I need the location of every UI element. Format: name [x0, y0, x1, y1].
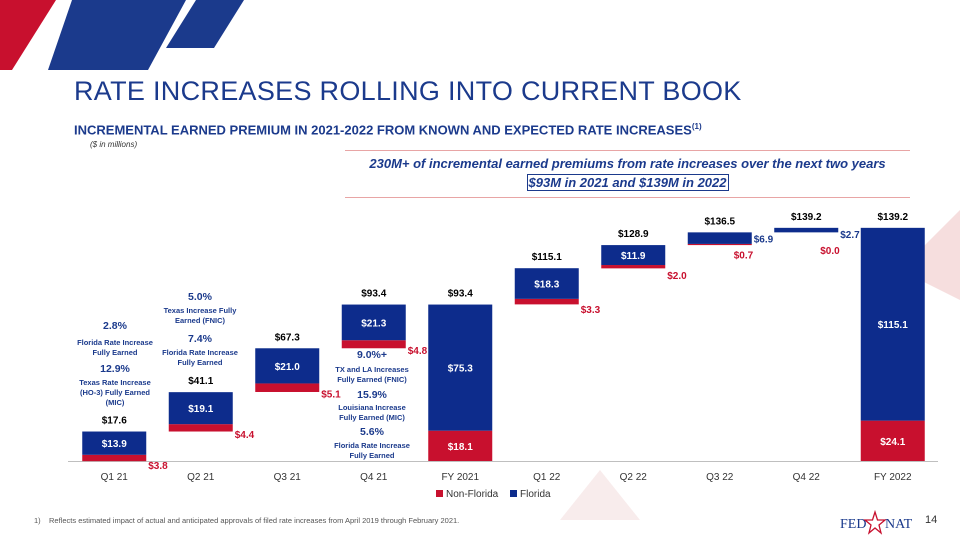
- callout-box: 230M+ of incremental earned premiums fro…: [345, 150, 910, 198]
- total-label-1: $17.6: [102, 416, 127, 427]
- bar-florida-8: [687, 232, 752, 244]
- label-florida-8: $6.9: [754, 234, 774, 245]
- annotation-q2-tx-pct: 5.0%: [188, 291, 212, 303]
- label-florida-10: $115.1: [878, 320, 908, 331]
- total-label-6: $115.1: [532, 252, 562, 263]
- total-label-2: $41.1: [188, 376, 213, 387]
- bar-florida-7: [601, 245, 666, 266]
- legend-label-florida: Florida: [520, 489, 551, 500]
- category-label-1: Q1 21: [101, 472, 129, 483]
- annotation-q4-la-desc: Louisiana Increase Fully Earned (MIC): [338, 403, 406, 422]
- label-non-florida-4: $4.8: [408, 346, 428, 357]
- label-non-florida-7: $2.0: [667, 271, 687, 282]
- bar-florida-2: [168, 392, 233, 425]
- category-label-10: FY 2022: [874, 472, 912, 483]
- footnote-text: Reflects estimated impact of actual and …: [49, 516, 460, 525]
- units-note: ($ in millions): [90, 140, 138, 149]
- star-icon: [863, 509, 887, 535]
- header-blue-stripe-1: [48, 0, 186, 70]
- logo-text-left: FED: [840, 517, 866, 532]
- subtitle-text: INCREMENTAL EARNED PREMIUM IN 2021-2022 …: [74, 122, 692, 138]
- category-label-7: Q2 22: [620, 472, 648, 483]
- callout-line-2: $93M in 2021 and $139M in 2022: [526, 174, 729, 191]
- page-number: 14: [925, 514, 938, 526]
- category-label-9: Q4 22: [793, 472, 821, 483]
- bar-non-florida-2: [168, 424, 233, 432]
- label-non-florida-2: $4.4: [235, 430, 255, 441]
- category-label-4: Q4 21: [360, 472, 388, 483]
- callout-line-1: 230M+ of incremental earned premiums fro…: [369, 156, 886, 171]
- bar-non-florida-6: [514, 298, 579, 305]
- bar-florida-1: [82, 431, 147, 455]
- bar-florida-5: [428, 304, 493, 431]
- bar-non-florida-5: [428, 430, 493, 461]
- label-florida-2: $19.1: [188, 404, 213, 415]
- category-label-6: Q1 22: [533, 472, 561, 483]
- annotation-q1-fl-pct: 2.8%: [103, 320, 127, 332]
- header-blue-stripe-2: [166, 0, 244, 48]
- category-label-8: Q3 22: [706, 472, 734, 483]
- label-florida-1: $13.9: [102, 439, 127, 450]
- annotation-q2-fl-pct: 7.4%: [188, 333, 212, 345]
- bar-non-florida-8: [687, 243, 752, 246]
- total-label-7: $128.9: [618, 229, 649, 240]
- total-label-9: $139.2: [791, 212, 822, 223]
- footnote: 1) Reflects estimated impact of actual a…: [34, 516, 459, 525]
- bar-florida-10: [860, 227, 925, 421]
- label-non-florida-5: $18.1: [448, 442, 473, 453]
- bar-non-florida-1: [82, 454, 147, 462]
- annotation-q2-fl-desc: Florida Rate Increase Fully Earned: [162, 348, 238, 367]
- label-non-florida-9: $0.0: [820, 246, 840, 257]
- bar-non-florida-10: [860, 420, 925, 461]
- bar-non-florida-7: [601, 265, 666, 269]
- legend-swatch-florida: [510, 490, 517, 497]
- bar-florida-4: [341, 304, 406, 341]
- label-non-florida-3: $5.1: [321, 389, 341, 400]
- label-non-florida-6: $3.3: [581, 305, 601, 316]
- legend-swatch-non-florida: [436, 490, 443, 497]
- subtitle-footnote-ref: (1): [691, 122, 702, 131]
- total-label-4: $93.4: [361, 289, 386, 300]
- total-label-5: $93.4: [448, 289, 473, 300]
- bar-florida-6: [514, 268, 579, 299]
- annotation-q4-txla-pct: 9.0%+: [356, 349, 388, 361]
- header-red-stripe: [0, 0, 56, 70]
- bar-non-florida-3: [255, 383, 320, 392]
- label-non-florida-8: $0.7: [734, 250, 754, 261]
- page-subtitle: INCREMENTAL EARNED PREMIUM IN 2021-2022 …: [74, 122, 702, 137]
- annotation-q1-tx-desc: Texas Rate Increase (HO-3) Fully Earned …: [79, 378, 151, 407]
- logo-text-right: NAT: [885, 517, 913, 532]
- annotation-q1-tx-pct: 12.9%: [100, 363, 130, 375]
- footnote-number: 1): [34, 516, 41, 525]
- category-label-3: Q3 21: [274, 472, 302, 483]
- label-non-florida-10: $24.1: [880, 437, 905, 448]
- category-label-5: FY 2021: [441, 472, 479, 483]
- annotation-q4-txla-desc: TX and LA Increases Fully Earned (FNIC): [335, 365, 409, 384]
- total-label-10: $139.2: [877, 212, 908, 223]
- label-florida-4: $21.3: [361, 318, 386, 329]
- company-logo: FED NAT: [840, 509, 913, 535]
- label-non-florida-1: $3.8: [148, 461, 168, 472]
- annotation-q4-fl-desc: Florida Rate Increase Fully Earned: [334, 441, 410, 460]
- label-florida-5: $75.3: [448, 364, 473, 375]
- page-title: RATE INCREASES ROLLING INTO CURRENT BOOK: [74, 76, 742, 106]
- bar-florida-3: [255, 348, 320, 384]
- annotation-q2-tx-desc: Texas Increase Fully Earned (FNIC): [163, 306, 237, 325]
- annotation-q1-fl-desc: Florida Rate Increase Fully Earned: [77, 338, 153, 357]
- watermark-star-shape-2: [560, 470, 640, 520]
- bar-non-florida-4: [341, 340, 406, 349]
- bar-florida-9: [774, 227, 839, 233]
- annotation-q4-fl-pct: 5.6%: [360, 426, 384, 438]
- label-florida-3: $21.0: [275, 362, 300, 373]
- total-label-3: $67.3: [275, 332, 300, 343]
- annotation-q4-la-pct: 15.9%: [357, 389, 387, 401]
- label-florida-7: $11.9: [621, 251, 646, 262]
- label-florida-6: $18.3: [534, 280, 559, 291]
- legend-label-non-florida: Non-Florida: [446, 489, 499, 500]
- category-label-2: Q2 21: [187, 472, 215, 483]
- total-label-8: $136.5: [704, 216, 735, 227]
- label-florida-9: $2.7: [840, 230, 860, 241]
